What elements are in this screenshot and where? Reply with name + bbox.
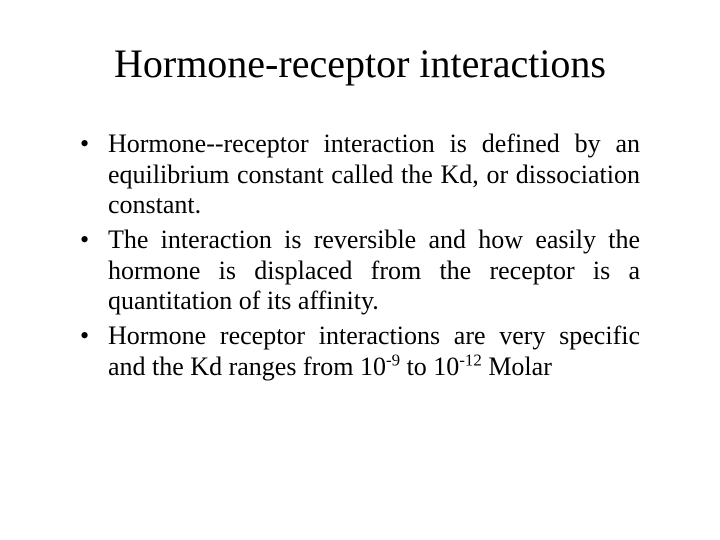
bullet-text-suffix: Molar (482, 352, 552, 381)
bullet-text-mid: to 10 (400, 352, 459, 381)
bullet-item: The interaction is reversible and how ea… (80, 225, 640, 317)
bullet-text: Hormone--receptor interaction is defined… (108, 129, 640, 219)
bullet-list: Hormone--receptor interaction is defined… (70, 129, 650, 382)
bullet-text: The interaction is reversible and how ea… (108, 225, 640, 315)
slide: Hormone-receptor interactions Hormone--r… (0, 0, 720, 540)
superscript: -9 (386, 350, 400, 369)
bullet-item: Hormone--receptor interaction is defined… (80, 129, 640, 221)
bullet-item: Hormone receptor interactions are very s… (80, 321, 640, 382)
superscript: -12 (459, 350, 482, 369)
slide-title: Hormone-receptor interactions (70, 40, 650, 87)
bullet-text-prefix: Hormone receptor interactions are very s… (108, 321, 640, 381)
